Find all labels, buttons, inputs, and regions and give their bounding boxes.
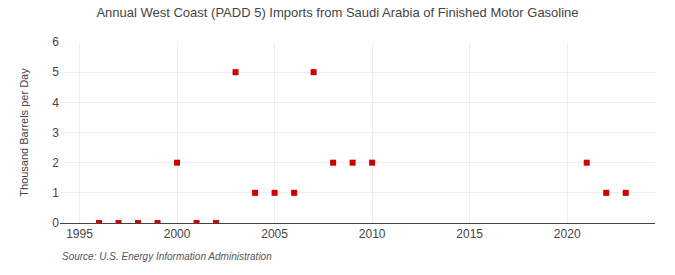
svg-text:6: 6 [52, 35, 59, 49]
svg-text:2005: 2005 [261, 227, 288, 241]
svg-text:1995: 1995 [66, 227, 93, 241]
svg-text:2015: 2015 [456, 227, 483, 241]
svg-text:Thousand Barrels per Day: Thousand Barrels per Day [18, 68, 30, 197]
svg-text:3: 3 [52, 126, 59, 140]
svg-text:2020: 2020 [554, 227, 581, 241]
svg-text:2000: 2000 [164, 227, 191, 241]
svg-text:1: 1 [52, 186, 59, 200]
svg-text:2010: 2010 [359, 227, 386, 241]
svg-text:Annual West Coast (PADD 5) Imp: Annual West Coast (PADD 5) Imports from … [96, 5, 578, 20]
svg-text:0: 0 [52, 216, 59, 230]
svg-text:5: 5 [52, 65, 59, 79]
svg-text:2: 2 [52, 156, 59, 170]
svg-text:Source: U.S. Energy Informatio: Source: U.S. Energy Information Administ… [62, 251, 272, 262]
svg-text:4: 4 [52, 96, 59, 110]
